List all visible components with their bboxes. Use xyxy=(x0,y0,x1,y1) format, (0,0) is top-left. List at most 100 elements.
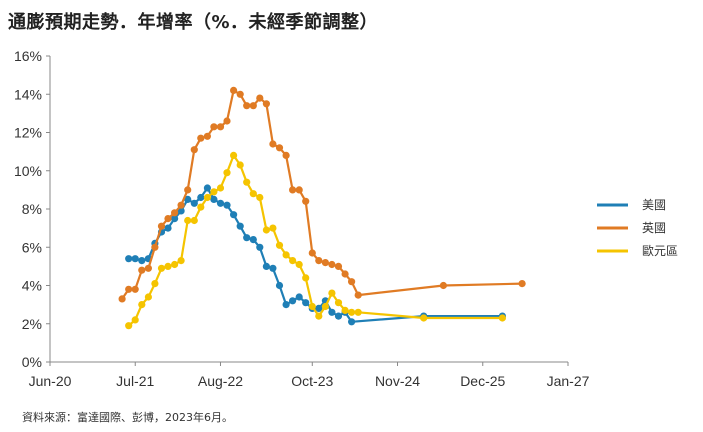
data-point xyxy=(190,216,198,225)
data-point xyxy=(171,260,179,269)
x-tick-label: Jun-20 xyxy=(29,373,72,389)
page-title: 通膨預期走勢．年增率（%．未經季節調整） xyxy=(8,12,379,33)
data-point xyxy=(157,222,166,230)
data-point xyxy=(354,308,362,316)
data-point xyxy=(341,270,349,278)
series-line xyxy=(127,154,503,327)
data-point xyxy=(354,291,362,299)
data-point xyxy=(216,184,225,192)
data-point xyxy=(275,281,284,290)
data-point xyxy=(348,318,356,326)
y-tick-label: 14% xyxy=(14,86,42,102)
data-point xyxy=(328,289,336,297)
data-point xyxy=(138,266,146,274)
data-point xyxy=(269,140,277,148)
data-point xyxy=(216,199,225,207)
data-point xyxy=(177,207,185,215)
series-3 xyxy=(125,151,506,330)
data-point xyxy=(131,285,139,293)
x-tick-label: Oct-23 xyxy=(291,373,333,389)
data-point xyxy=(315,257,323,265)
data-point xyxy=(131,316,139,324)
data-point xyxy=(262,100,270,108)
data-point xyxy=(203,132,211,140)
data-point xyxy=(138,257,146,265)
data-point xyxy=(498,314,506,322)
y-tick-label: 12% xyxy=(14,125,42,141)
data-point xyxy=(131,255,139,263)
data-point xyxy=(295,293,303,301)
y-tick-label: 10% xyxy=(14,163,42,179)
data-point xyxy=(302,299,310,307)
data-point xyxy=(197,203,205,211)
data-point xyxy=(295,260,303,269)
data-point xyxy=(256,243,264,251)
data-point xyxy=(236,161,244,169)
data-point xyxy=(223,169,231,177)
data-point xyxy=(210,188,218,196)
y-tick-label: 0% xyxy=(22,354,42,370)
data-point xyxy=(262,226,270,234)
data-point xyxy=(151,280,159,288)
data-point xyxy=(210,123,218,131)
y-tick-label: 8% xyxy=(22,201,42,217)
series-group xyxy=(118,86,526,330)
data-point xyxy=(282,301,290,309)
data-point xyxy=(197,134,205,142)
data-point xyxy=(275,144,284,152)
data-point xyxy=(439,281,447,290)
data-point xyxy=(184,195,192,203)
data-point xyxy=(321,259,329,267)
series-1 xyxy=(125,184,506,326)
data-point xyxy=(125,285,133,293)
data-point xyxy=(177,257,185,265)
data-point xyxy=(216,123,225,131)
data-point xyxy=(348,308,356,316)
source-note: 資料來源：富達國際、彭博，2023年6月。 xyxy=(22,411,233,424)
data-point xyxy=(144,264,152,272)
data-point xyxy=(275,241,284,249)
data-point xyxy=(334,312,343,320)
data-point xyxy=(203,193,211,202)
data-point xyxy=(249,236,257,244)
data-point xyxy=(203,184,211,192)
data-point xyxy=(282,151,290,159)
data-point xyxy=(243,102,251,110)
data-point xyxy=(289,186,297,194)
data-point xyxy=(164,215,172,223)
x-tick-label: Dec-25 xyxy=(460,373,505,389)
y-axis: 0% 2% 4% 6% 8% 10% 12% 14% 16% xyxy=(14,48,51,370)
data-point xyxy=(243,178,251,186)
data-point xyxy=(348,278,356,286)
data-point xyxy=(230,86,238,94)
y-tick-label: 4% xyxy=(22,278,42,294)
y-tick-label: 16% xyxy=(14,48,42,64)
series-line xyxy=(128,186,503,323)
data-point xyxy=(164,224,172,232)
data-point xyxy=(190,146,198,154)
data-point xyxy=(125,322,133,330)
data-point xyxy=(177,201,185,209)
x-axis: Jun-20 Jul-21 Aug-22 Oct-23 Nov-24 Dec-25 Jan-… xyxy=(29,361,590,389)
data-point xyxy=(308,302,316,311)
data-point xyxy=(302,274,310,282)
data-point xyxy=(289,257,297,265)
data-point xyxy=(302,197,310,205)
data-point xyxy=(118,295,126,303)
data-point xyxy=(184,186,192,194)
data-point xyxy=(256,94,264,102)
data-point xyxy=(230,211,238,219)
data-point xyxy=(144,293,152,301)
data-point xyxy=(256,193,264,202)
data-point xyxy=(341,306,349,314)
data-point xyxy=(223,117,231,125)
data-point xyxy=(171,209,179,217)
data-point xyxy=(151,243,159,251)
legend-label: 英國 xyxy=(642,221,666,235)
data-point xyxy=(308,249,316,257)
data-point xyxy=(125,255,133,263)
data-point xyxy=(138,301,146,309)
data-point xyxy=(334,262,343,270)
